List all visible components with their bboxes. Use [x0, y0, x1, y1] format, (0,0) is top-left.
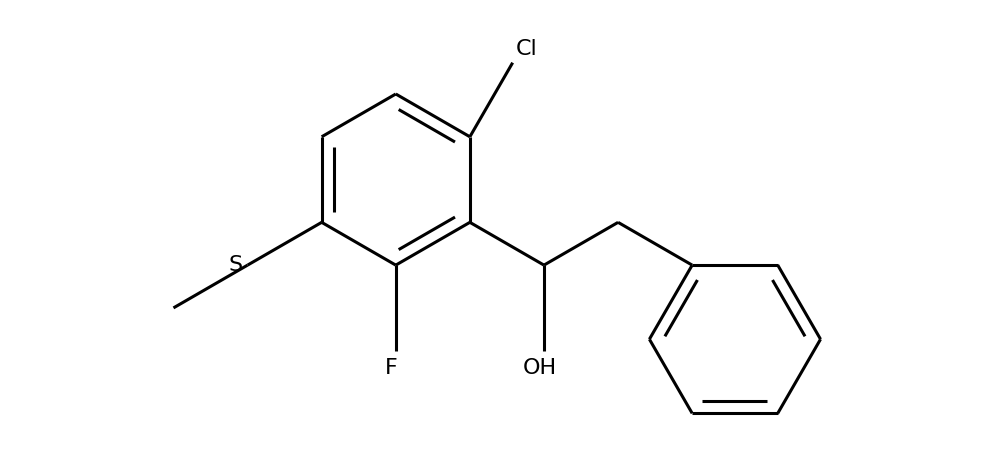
Text: F: F — [385, 357, 398, 377]
Text: S: S — [229, 255, 243, 275]
Text: OH: OH — [523, 357, 557, 377]
Text: Cl: Cl — [516, 39, 538, 59]
